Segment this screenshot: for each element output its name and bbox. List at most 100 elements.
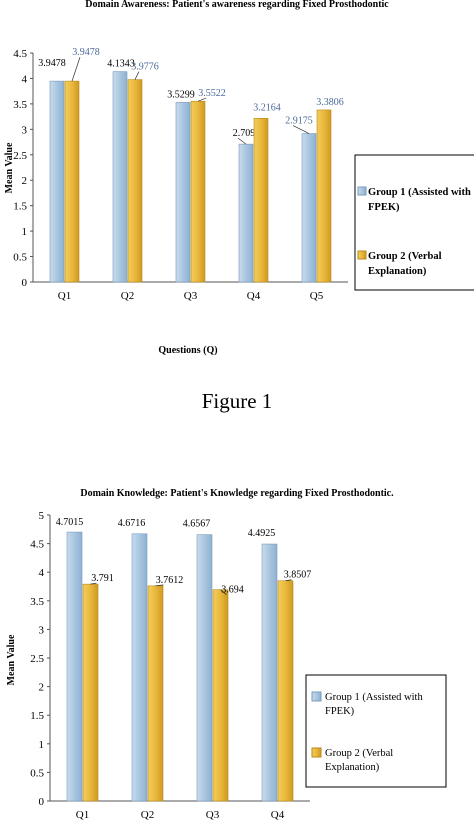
chart1-data-label: 3.9478 <box>72 47 100 58</box>
chart2-data-label: 4.7015 <box>56 517 84 528</box>
chart2-legend-box <box>305 674 447 788</box>
chart2-data-label-leader <box>285 579 292 582</box>
chart1-y-tick-label: 1.5 <box>13 201 27 213</box>
chart2-y-tick-label: 2.5 <box>30 653 44 665</box>
chart1-x-tick-label: Q4 <box>247 290 261 302</box>
chart1-y-tick-label: 4 <box>22 73 28 85</box>
chart2-legend-swatch-group2 <box>311 747 322 758</box>
chart2-data-label: 4.6716 <box>118 518 146 529</box>
chart1-y-tick-label: 3.5 <box>13 99 27 111</box>
chart1-data-label-leader <box>292 125 310 134</box>
chart2-bar-group2 <box>82 583 99 802</box>
chart1-bar-group1 <box>301 133 317 283</box>
chart2-y-tick-label: 4.5 <box>30 539 44 551</box>
chart1-title: Domain Awareness: Patient's awareness re… <box>85 0 389 10</box>
chart2-y-tick-label: 1 <box>39 739 45 751</box>
chart1-data-label: 2.709 <box>233 128 256 139</box>
chart2-y-tick-label: 3 <box>39 624 45 636</box>
chart2-plot: 0 0.5 1 1.5 2 2.5 3 3.5 4 4.5 5 Q1 4.7015 3.791 Q2 4.67… <box>30 510 311 821</box>
chart2-data-label: 3.694 <box>221 585 244 596</box>
chart1-bar-group2 <box>127 79 143 283</box>
chart2-title: Domain Knowledge: Patient's Knowledge re… <box>80 488 394 499</box>
chart1-x-tick-label: Q5 <box>310 290 324 302</box>
chart1-bar-group2 <box>64 80 80 283</box>
chart1-y-axis-title: Mean Value <box>4 142 15 193</box>
chart1-y-tick-label: 2.5 <box>13 150 27 162</box>
chart1-legend-label-group1-line1: Group 1 (Assisted with <box>368 187 471 198</box>
chart2-data-label: 4.6567 <box>183 519 211 530</box>
chart1-data-label-leader <box>71 56 81 82</box>
chart2-bar-group2 <box>277 580 294 802</box>
chart2-y-tick-label: 1.5 <box>30 710 44 722</box>
chart1-data-label: 4.1343 <box>107 59 135 70</box>
chart1-data-label: 3.5299 <box>167 89 195 100</box>
chart1-y-tick-label: 3 <box>22 124 28 136</box>
chart2-data-label-leader <box>90 582 97 585</box>
chart1-bar-group2 <box>316 109 332 283</box>
chart1-x-tick-label: Q3 <box>184 290 198 302</box>
chart1-legend-swatch-group2 <box>357 250 367 260</box>
chart2-y-tick-label: 2 <box>39 682 45 694</box>
chart1-data-label: 3.5522 <box>198 88 226 99</box>
chart2-x-tick-label: Q4 <box>271 809 285 821</box>
chart1-y-tick-label: 4.5 <box>13 48 27 60</box>
chart2-x-tick-label: Q1 <box>76 809 89 821</box>
chart2-y-tick-label: 4 <box>39 567 45 579</box>
chart1-y-tick-label: 2 <box>22 175 28 187</box>
chart1-data-label: 3.9776 <box>131 62 159 73</box>
chart1-y-tick-label: 0.5 <box>13 252 27 264</box>
chart2-legend-swatch-group1 <box>311 691 322 702</box>
chart2-data-label-leader <box>155 584 164 587</box>
chart2-bar-group2 <box>212 589 229 802</box>
chart2-data-label: 3.7612 <box>156 575 184 586</box>
chart1-legend-label-group2-line2: Explanation) <box>368 266 427 277</box>
chart2-x-tick-label: Q3 <box>206 809 220 821</box>
chart1-plot: 0 0.5 1 1.5 2 2.5 3 3.5 4 4.5 Q1 3.9478 3.9478 Q2 4.13… <box>13 47 348 302</box>
chart1-x-tick-label: Q2 <box>121 290 134 302</box>
chart2-bar-group2 <box>147 585 164 802</box>
chart2-y-tick-label: 0 <box>39 796 45 808</box>
chart1-bar-group1 <box>175 102 191 283</box>
chart1-legend-box <box>354 154 474 291</box>
chart2-bar-group1 <box>261 543 278 802</box>
chart1-x-axis-title: Questions (Q) <box>158 345 217 356</box>
chart1-x-tick-label: Q1 <box>58 290 71 302</box>
chart2-bar-group1 <box>131 533 148 802</box>
chart1-bar-group2 <box>190 100 206 283</box>
chart2-data-label: 4.4925 <box>248 528 276 539</box>
chart2-y-tick-label: 5 <box>39 510 45 522</box>
chart1-legend-swatch-group1 <box>357 186 367 196</box>
chart2-data-label: 3.8507 <box>284 570 312 581</box>
chart1-legend-label-group1-line2: FPEK) <box>368 202 400 213</box>
chart1-bar-group1 <box>49 80 65 283</box>
chart2-x-tick-label: Q2 <box>141 809 154 821</box>
chart1-bar-group1 <box>238 143 254 283</box>
chart2-data-label: 3.791 <box>91 573 114 584</box>
chart2-y-axis-title: Mean Value <box>6 634 17 685</box>
figure1-caption: Figure 1 <box>202 389 273 413</box>
chart1-legend-label-group2-line1: Group 2 (Verbal <box>368 251 442 262</box>
chart2-data-label-leader <box>220 589 227 595</box>
chart1-data-label: 3.3806 <box>316 97 344 108</box>
chart2-legend: Group 1 (Assisted with FPEK) Group 2 (Ve… <box>305 674 447 788</box>
chart2-legend-label-group1-line2: FPEK) <box>325 706 355 717</box>
chart1-data-label-leader <box>197 97 207 102</box>
chart2-y-tick-label: 3.5 <box>30 596 44 608</box>
chart1-data-label: 2.9175 <box>285 116 313 127</box>
chart1-data-label-leader <box>134 71 140 80</box>
chart2-legend-label-group1-line1: Group 1 (Assisted with <box>325 692 423 703</box>
chart2-y-tick-label: 0.5 <box>30 767 44 779</box>
chart2-bar-group1 <box>196 534 213 802</box>
chart1-data-label: 3.9478 <box>38 58 66 69</box>
chart1-bar-group1 <box>112 71 128 283</box>
chart1-data-label-leader <box>237 137 247 145</box>
chart2-legend-label-group2-line2: Explanation) <box>325 762 380 773</box>
chart2-legend-label-group2-line1: Group 2 (Verbal <box>325 748 393 759</box>
chart1-legend: Group 1 (Assisted with FPEK) Group 2 (Ve… <box>354 154 474 291</box>
chart1-y-tick-label: 1 <box>22 226 28 238</box>
chart1-y-tick-label: 0 <box>22 277 28 289</box>
chart1-data-label: 3.2164 <box>253 102 281 113</box>
chart2-bar-group1 <box>66 531 83 802</box>
chart1-bar-group2 <box>253 118 269 283</box>
